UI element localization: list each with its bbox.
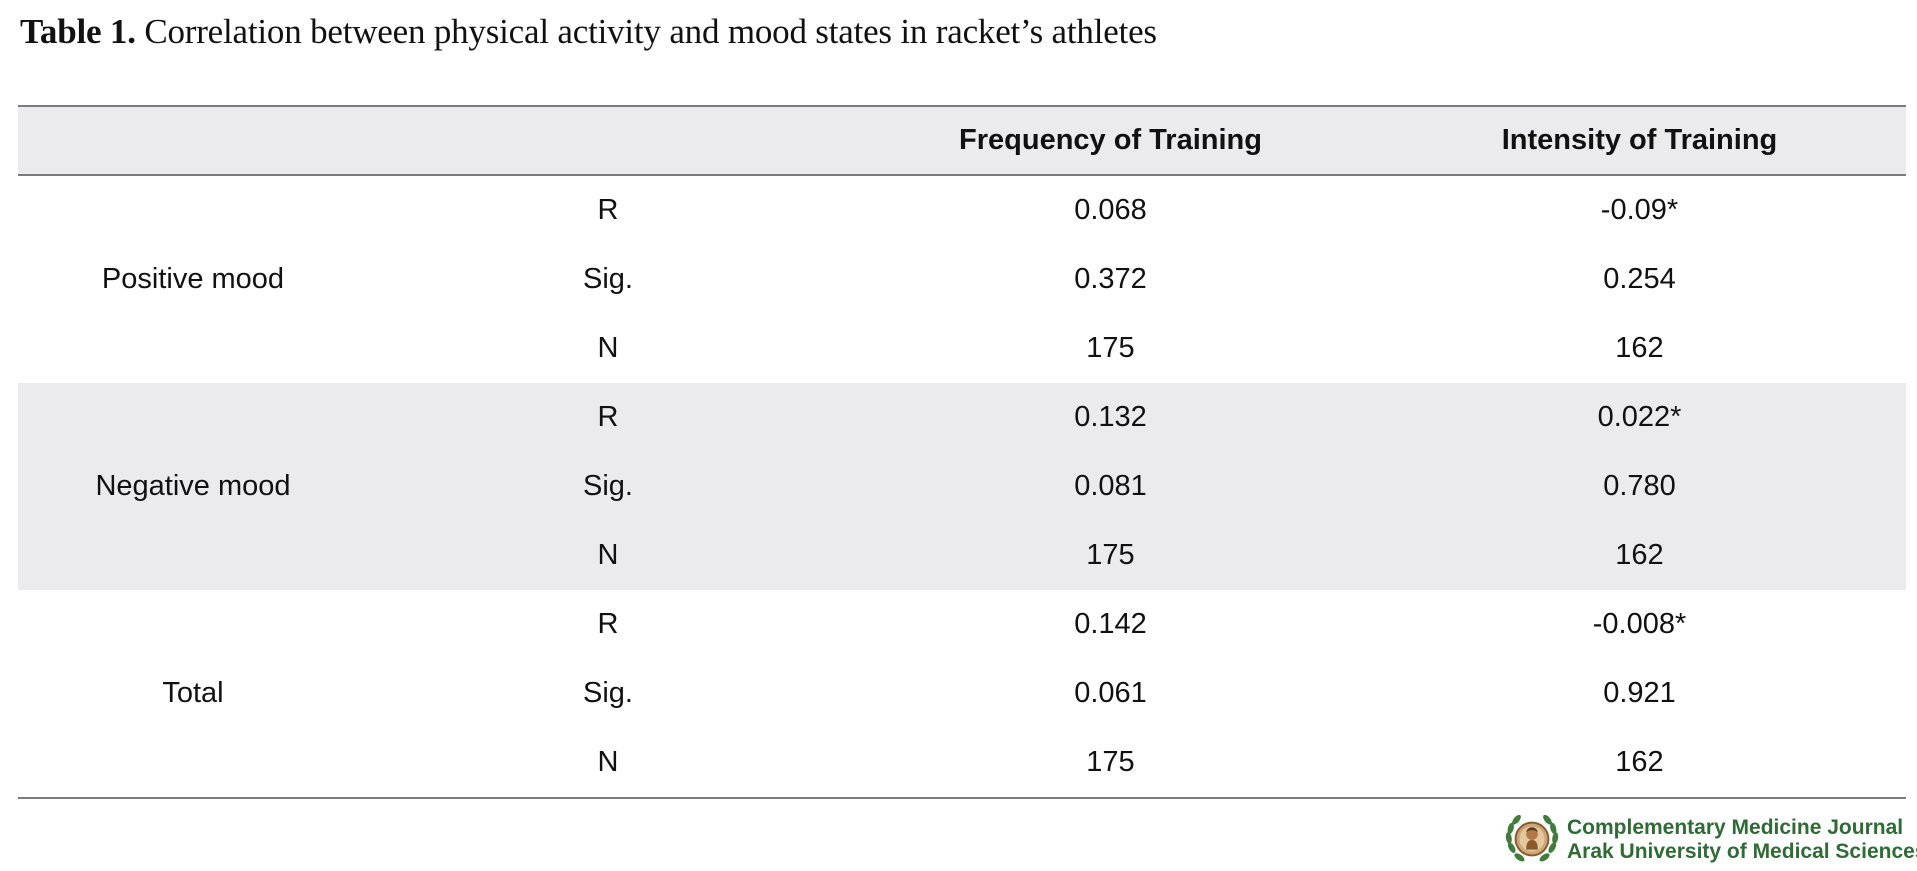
- stat-cell: N: [597, 332, 619, 364]
- stat-cell: Sig.: [583, 677, 633, 709]
- header-frequency-of-training: Frequency of Training: [848, 105, 1373, 176]
- correlation-table: Frequency of Training Intensity of Train…: [18, 105, 1906, 799]
- table-row: Positive mood R 0.068 -0.09*: [18, 175, 1906, 295]
- frequency-cell: 0.061: [1074, 677, 1147, 709]
- table-row: Negative mood R 0.132 0.022*: [18, 383, 1906, 590]
- university-name: Arak University of Medical Sciences: [1567, 840, 1917, 863]
- stat-cell: Sig.: [368, 452, 848, 521]
- table-header-row: Frequency of Training Intensity of Train…: [18, 105, 1906, 176]
- intensity-cell: 0.254: [1603, 263, 1676, 295]
- stat-cell: R: [368, 383, 848, 452]
- intensity-cell: -0.008*: [1592, 608, 1687, 640]
- frequency-cell: 175: [1086, 332, 1135, 364]
- journal-text-block: Complementary Medicine Journal Arak Univ…: [1567, 816, 1917, 864]
- frequency-cell: 0.068: [1074, 194, 1147, 226]
- table-caption: Table 1. Correlation between physical ac…: [20, 12, 1157, 52]
- table-row: Total R 0.142 -0.008*: [18, 590, 1906, 799]
- header-intensity-of-training: Intensity of Training: [1373, 105, 1906, 176]
- group-label-total: Total: [18, 590, 368, 799]
- table-row: Sig. 0.061 0.921: [18, 659, 1906, 728]
- frequency-cell: 0.372: [1074, 263, 1147, 295]
- table-caption-label: Table 1.: [20, 12, 136, 51]
- stat-cell: N: [368, 521, 848, 590]
- table-row: N 175 162: [18, 314, 1906, 383]
- intensity-cell: 162: [1615, 332, 1664, 364]
- table-caption-text: Correlation between physical activity an…: [144, 12, 1157, 51]
- stat-cell: R: [597, 194, 619, 226]
- frequency-cell: 175: [848, 728, 1373, 799]
- journal-seal-icon: [1505, 814, 1559, 862]
- header-statistic-column: [368, 105, 848, 176]
- journal-name: Complementary Medicine Journal: [1567, 816, 1904, 839]
- header-group-column: [18, 105, 368, 176]
- table-row: N 175 162: [18, 521, 1906, 590]
- group-label-positive-mood: Positive mood: [101, 263, 285, 295]
- stat-cell: Sig.: [583, 263, 633, 295]
- table-row: Sig. 0.372 0.254: [18, 245, 1906, 314]
- frequency-cell: 175: [848, 521, 1373, 590]
- frequency-cell: 0.081: [848, 452, 1373, 521]
- stat-cell: N: [368, 728, 848, 799]
- group-label-negative-mood: Negative mood: [18, 383, 368, 590]
- table-row: N 175 162: [18, 728, 1906, 799]
- frequency-cell: 0.132: [848, 383, 1373, 452]
- frequency-cell: 0.142: [1074, 608, 1147, 640]
- intensity-cell: -0.09*: [1600, 194, 1679, 226]
- journal-logo: Complementary Medicine Journal Arak Univ…: [1503, 811, 1917, 869]
- intensity-cell: 162: [1373, 521, 1906, 590]
- intensity-cell: 162: [1373, 728, 1906, 799]
- table-row: Sig. 0.081 0.780: [18, 452, 1906, 521]
- intensity-cell: 0.921: [1603, 677, 1676, 709]
- stat-cell: R: [597, 608, 619, 640]
- intensity-cell: 0.022*: [1373, 383, 1906, 452]
- intensity-cell: 0.780: [1373, 452, 1906, 521]
